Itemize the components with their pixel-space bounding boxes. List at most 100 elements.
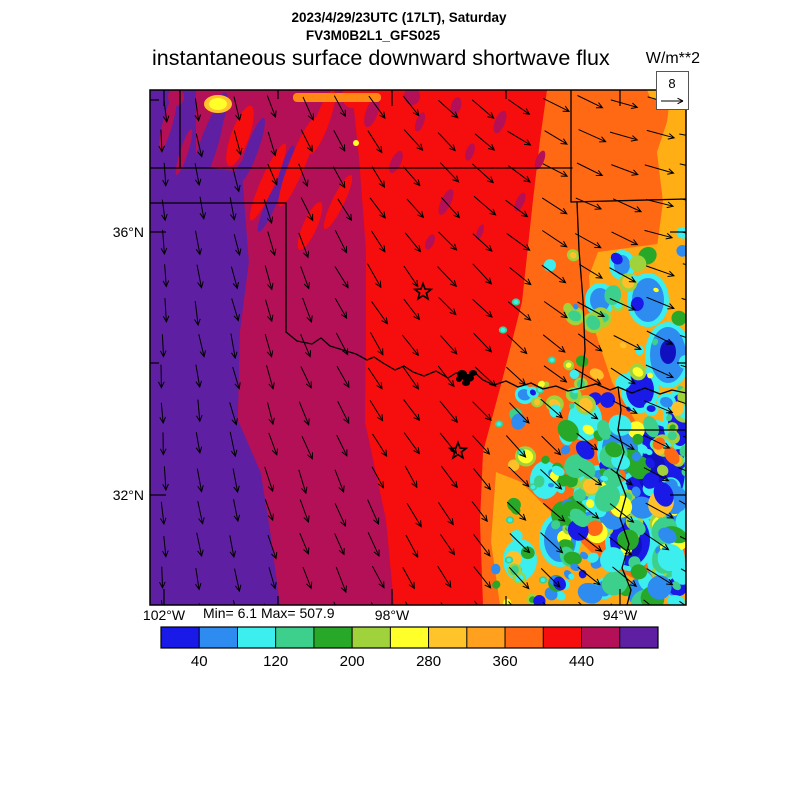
crimson-speckle bbox=[425, 234, 435, 250]
cloud-mosaic-patch bbox=[600, 547, 626, 573]
cloud-speckle bbox=[511, 413, 526, 430]
cloud-mosaic-patch bbox=[601, 570, 629, 596]
cloud-mosaic-patch bbox=[652, 437, 666, 450]
colorbar-tick-label: 360 bbox=[493, 653, 518, 670]
cloud-mosaic-patch bbox=[557, 474, 571, 487]
cloud-speckle bbox=[599, 392, 616, 408]
cloud-speckle bbox=[671, 310, 686, 326]
colorbar-border bbox=[160, 626, 659, 649]
lon-label-98w: 98°W bbox=[375, 607, 410, 623]
cloud-outlier bbox=[500, 327, 506, 333]
cloud-mosaic-patch bbox=[647, 575, 672, 600]
cloud-mosaic-patch bbox=[671, 581, 681, 591]
cloud-speckle bbox=[653, 287, 659, 293]
cloud-speckle bbox=[492, 580, 501, 589]
cloud-speckle bbox=[568, 402, 575, 409]
crimson-speckle bbox=[476, 224, 484, 240]
purple-streak bbox=[277, 145, 295, 187]
cloud-speckle bbox=[548, 483, 555, 488]
cloud-mosaic-patch bbox=[679, 444, 686, 457]
cloud-speckle bbox=[666, 414, 673, 422]
red-streak bbox=[297, 202, 323, 250]
crimson-streak bbox=[158, 92, 178, 152]
colorbar-segment bbox=[275, 626, 315, 649]
cloud-outlier bbox=[507, 517, 513, 523]
cloud-mosaic-patch bbox=[653, 481, 674, 507]
state-boundary bbox=[570, 198, 686, 203]
colorbar-tick-label: 200 bbox=[340, 653, 365, 670]
colorbar-tick-label: 120 bbox=[263, 653, 288, 670]
red-streak bbox=[249, 143, 287, 221]
cloud-mosaic-patch bbox=[553, 576, 566, 591]
colorbar-segment bbox=[428, 626, 468, 649]
cloud-mosaic-patch bbox=[551, 465, 565, 476]
colorbar-segment bbox=[160, 626, 200, 649]
lat-label-32n: 32°N bbox=[113, 487, 144, 503]
cloud-speckle bbox=[541, 455, 550, 464]
cloud-speckle bbox=[671, 401, 685, 416]
cloud-mosaic-patch bbox=[594, 484, 621, 512]
cloud-mosaic-patch bbox=[573, 489, 586, 502]
colorbar-segment bbox=[351, 626, 391, 649]
crimson-speckle bbox=[450, 97, 462, 115]
cloud-navy-core bbox=[660, 340, 676, 364]
cloud-mosaic-patch bbox=[664, 446, 680, 465]
red-streak bbox=[226, 105, 254, 167]
gold-wash bbox=[491, 472, 686, 605]
cloud-mosaic-patch bbox=[657, 544, 683, 572]
cloud-speckle bbox=[630, 296, 644, 312]
purple-streak bbox=[257, 180, 283, 232]
cloud-mosaic-patch bbox=[631, 452, 641, 462]
cloud-speckle bbox=[568, 573, 575, 580]
cloud-speckle bbox=[582, 424, 594, 435]
date-line: 2023/4/29/23UTC (17LT), Saturday bbox=[291, 10, 507, 25]
cloud-mosaic-patch bbox=[645, 457, 655, 469]
cloud-speckle bbox=[586, 315, 601, 330]
colorbar-tick-label: 440 bbox=[569, 653, 594, 670]
cloud-speckle bbox=[534, 398, 541, 406]
lon-label-102w: 102°W bbox=[143, 607, 186, 623]
cloud-mosaic-patch bbox=[587, 552, 599, 563]
lon-label-94w: 94°W bbox=[603, 607, 638, 623]
cloud-mosaic-patch bbox=[658, 527, 677, 544]
cloud-mosaic-patch bbox=[551, 520, 561, 530]
cloud-speckle bbox=[569, 369, 580, 379]
cloud-outlier bbox=[496, 421, 502, 427]
colorbar-segment bbox=[619, 626, 659, 649]
cloud-speckle bbox=[610, 252, 623, 265]
cloud-speckle bbox=[652, 338, 659, 346]
colorbar-segment bbox=[504, 626, 544, 649]
lake-texoma bbox=[456, 376, 462, 382]
lake-texoma bbox=[469, 370, 477, 376]
colorbar-segment bbox=[198, 626, 238, 649]
cloud-speckle bbox=[543, 381, 550, 388]
star-marker bbox=[412, 281, 434, 301]
yellow-speck bbox=[353, 140, 359, 146]
cloud-speckle bbox=[660, 396, 673, 408]
cloud-mosaic-patch bbox=[570, 563, 581, 572]
cloud-mosaic-patch bbox=[597, 419, 612, 440]
colorbar-segment bbox=[237, 626, 277, 649]
cloud-outlier bbox=[540, 577, 546, 583]
cloud-mosaic-patch bbox=[632, 433, 644, 445]
cloud-speckle bbox=[604, 285, 622, 305]
cloud-mosaic-patch bbox=[643, 416, 660, 438]
crimson-band bbox=[196, 90, 394, 605]
cloud-mosaic-patch bbox=[575, 440, 595, 460]
cloud-speckle bbox=[507, 459, 520, 472]
cloud-outlier bbox=[537, 387, 543, 393]
plot-title: instantaneous surface downward shortwave… bbox=[152, 46, 610, 70]
units-label: W/m**2 bbox=[646, 50, 700, 67]
cloud-speckle bbox=[529, 389, 536, 396]
cloud-speckle bbox=[510, 565, 519, 575]
wind-arrows bbox=[158, 95, 686, 605]
cloud-speckle bbox=[533, 475, 545, 488]
red-streak bbox=[323, 174, 353, 230]
cloud-mosaic-patch bbox=[667, 431, 678, 441]
cloud-speckle bbox=[555, 591, 566, 601]
cloud-speckle bbox=[619, 342, 627, 349]
colorbar-segment bbox=[581, 626, 621, 649]
flux-heatmap bbox=[150, 90, 686, 605]
red-streak bbox=[308, 90, 336, 155]
